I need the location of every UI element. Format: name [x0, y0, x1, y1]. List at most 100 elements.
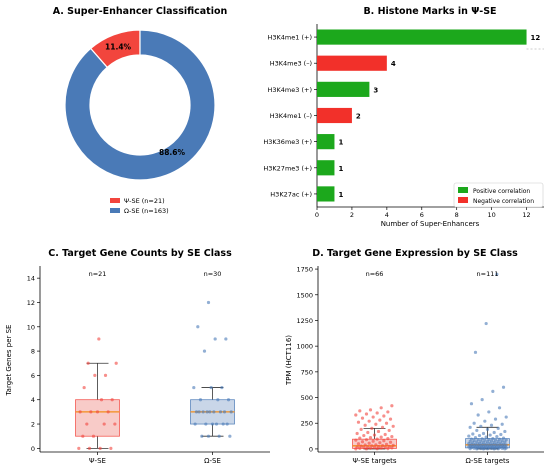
- d-point-0-31: [375, 437, 379, 441]
- d-point-0-12: [366, 445, 370, 449]
- d-ytick-label-7: 1750: [296, 266, 313, 274]
- c-point-1-9: [225, 422, 229, 426]
- d-point-0-11: [355, 445, 359, 449]
- d-point-0-45: [370, 426, 374, 430]
- box-chart-d: 0 250 500 750 1000 1250 1500 1750 n=66 Ψ-SE targe…: [296, 266, 544, 465]
- d-point-0-29: [354, 438, 358, 442]
- c-point-1-13: [229, 410, 233, 414]
- d-n-label-1: n=111: [477, 270, 499, 278]
- c-xtick-label-1: Ω-SE: [204, 457, 221, 465]
- c-point-0-20: [97, 337, 101, 341]
- c-point-1-4: [210, 422, 215, 426]
- d-point-1-79: [473, 436, 478, 440]
- d-point-1-69: [483, 438, 487, 442]
- d-point-0-59: [364, 412, 369, 416]
- d-point-0-23: [367, 441, 371, 445]
- bar-0: [317, 29, 527, 45]
- d-ytick-label-6: 1500: [296, 291, 313, 299]
- c-point-0-10: [106, 410, 110, 414]
- c-point-0-19: [86, 361, 90, 365]
- c-point-1-28: [196, 325, 200, 329]
- c-ytick-label-4: 8: [31, 348, 35, 356]
- d-point-1-83: [477, 433, 482, 438]
- d-point-1-78: [501, 436, 506, 440]
- c-point-0-13: [99, 398, 104, 402]
- d-point-0-14: [387, 444, 391, 448]
- d-point-0-34: [368, 436, 373, 440]
- panel-d: D. Target Gene Expression by SE Class 0 2…: [285, 248, 544, 465]
- bar-value-label-0: 12: [531, 34, 541, 42]
- d-point-1-100: [504, 415, 508, 419]
- pie-chart: 11.4% 88.6%: [64, 29, 216, 181]
- d-point-0-60: [375, 411, 379, 415]
- bar-category-label-5: H3K27me3 (+): [263, 164, 312, 172]
- d-point-1-108: [473, 350, 478, 354]
- d-point-0-13: [376, 445, 381, 449]
- c-point-0-4: [81, 434, 85, 438]
- d-point-1-98: [483, 419, 487, 423]
- pie-slice-label-0: 11.4%: [105, 42, 132, 51]
- d-point-1-85: [499, 432, 503, 437]
- d-point-1-105: [480, 397, 484, 402]
- bar-value-label-2: 3: [373, 86, 378, 94]
- c-point-1-2: [228, 434, 232, 438]
- d-point-0-5: [368, 446, 373, 450]
- d-point-0-18: [391, 443, 395, 447]
- d-point-0-49: [374, 422, 378, 426]
- c-point-1-27: [224, 337, 228, 341]
- bar-5: [317, 160, 335, 176]
- d-ytick-label-1: 250: [301, 420, 313, 428]
- c-ytick-label-1: 2: [31, 421, 35, 429]
- d-point-0-24: [378, 441, 382, 445]
- c-point-0-5: [91, 434, 96, 438]
- c-point-1-14: [201, 410, 205, 414]
- bar-legend-swatch-negative: [458, 197, 468, 203]
- d-point-1-94: [479, 424, 483, 428]
- c-point-1-11: [208, 410, 212, 414]
- d-point-0-65: [390, 404, 394, 408]
- pie-slice-label-1: 88.6%: [159, 148, 186, 157]
- c-point-0-3: [109, 446, 113, 450]
- d-point-0-39: [383, 432, 387, 437]
- c-ytick-label-6: 12: [27, 299, 35, 307]
- d-point-0-42: [376, 429, 381, 434]
- d-point-1-67: [500, 439, 504, 443]
- d-point-1-70: [493, 438, 498, 442]
- d-point-1-97: [472, 421, 476, 425]
- d-point-1-99: [493, 417, 498, 421]
- d-point-1-93: [468, 425, 472, 429]
- d-point-0-40: [355, 431, 359, 436]
- d-point-1-110: [495, 272, 499, 276]
- bar-xlabel: Number of Super-Enhancers: [381, 220, 480, 228]
- d-point-0-52: [367, 419, 371, 423]
- d-point-0-41: [366, 430, 370, 435]
- d-point-0-35: [379, 435, 383, 439]
- d-point-0-56: [371, 415, 375, 419]
- d-point-1-91: [485, 427, 490, 431]
- c-point-1-12: [218, 410, 223, 414]
- d-point-0-9: [372, 445, 377, 450]
- bar-category-label-6: H3K27ac (+): [270, 190, 312, 198]
- c-point-0-14: [110, 398, 114, 402]
- d-point-0-7: [390, 446, 394, 450]
- d-xtick-label-0: Ψ-SE targets: [352, 457, 396, 465]
- c-ytick-label-5: 10: [27, 323, 35, 331]
- c-point-1-6: [193, 422, 197, 426]
- bar-xtick-label-6: 12: [522, 211, 530, 219]
- d-point-0-27: [371, 439, 375, 443]
- d-point-1-86: [471, 432, 475, 436]
- c-point-0-0: [77, 446, 81, 450]
- d-point-0-38: [372, 433, 377, 437]
- bar-xtick-label-1: 2: [350, 211, 354, 219]
- bar-xtick-label-2: 4: [385, 211, 389, 219]
- d-point-0-58: [354, 413, 358, 417]
- d-point-0-32: [386, 437, 390, 441]
- d-point-1-90: [475, 428, 479, 433]
- d-point-0-50: [384, 421, 389, 425]
- bar-4: [317, 134, 335, 150]
- d-ytick-label-0: 0: [309, 445, 313, 453]
- d-point-1-75: [469, 437, 474, 441]
- d-point-0-44: [359, 427, 363, 431]
